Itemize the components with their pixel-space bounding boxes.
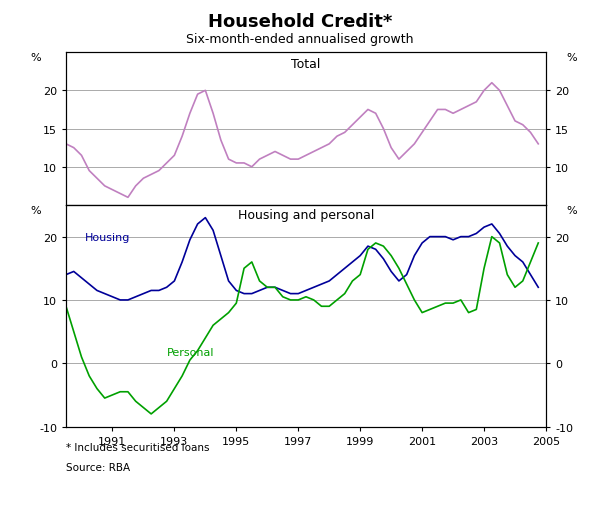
Text: %: % xyxy=(566,206,577,216)
Text: %: % xyxy=(30,206,41,216)
Text: %: % xyxy=(566,53,577,63)
Text: Housing: Housing xyxy=(85,232,131,242)
Text: * Includes securitised loans: * Includes securitised loans xyxy=(66,442,209,452)
Text: Six-month-ended annualised growth: Six-month-ended annualised growth xyxy=(186,33,414,46)
Text: Household Credit*: Household Credit* xyxy=(208,13,392,31)
Text: Source: RBA: Source: RBA xyxy=(66,462,130,472)
Text: Personal: Personal xyxy=(167,347,214,357)
Text: %: % xyxy=(30,53,41,63)
Text: Housing and personal: Housing and personal xyxy=(238,209,374,222)
Text: Total: Total xyxy=(292,58,320,71)
